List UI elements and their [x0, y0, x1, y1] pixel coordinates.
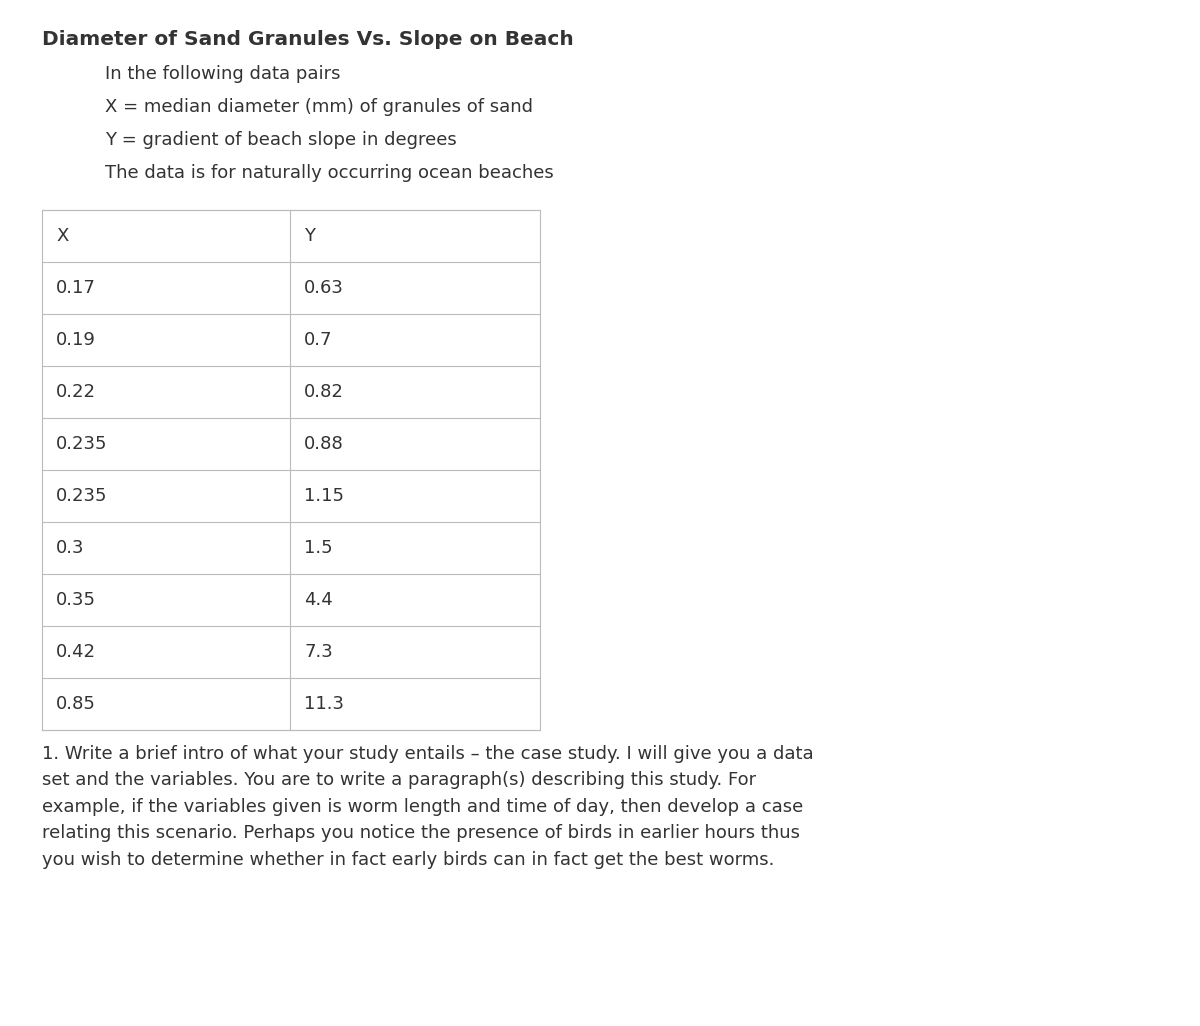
Text: In the following data pairs: In the following data pairs: [106, 65, 341, 83]
Text: 7.3: 7.3: [304, 643, 332, 661]
Text: 1. Write a brief intro of what your study entails – the case study. I will give : 1. Write a brief intro of what your stud…: [42, 745, 814, 869]
Text: Y = gradient of beach slope in degrees: Y = gradient of beach slope in degrees: [106, 131, 457, 149]
Text: X = median diameter (mm) of granules of sand: X = median diameter (mm) of granules of …: [106, 98, 533, 116]
Text: 11.3: 11.3: [304, 695, 344, 713]
Text: 0.235: 0.235: [56, 435, 108, 453]
Text: 1.15: 1.15: [304, 487, 344, 505]
Text: 0.3: 0.3: [56, 539, 84, 557]
Text: 0.19: 0.19: [56, 331, 96, 349]
Text: 1.5: 1.5: [304, 539, 332, 557]
Text: 0.35: 0.35: [56, 591, 96, 609]
Text: The data is for naturally occurring ocean beaches: The data is for naturally occurring ocea…: [106, 164, 553, 182]
Text: 0.42: 0.42: [56, 643, 96, 661]
Text: 0.63: 0.63: [304, 279, 344, 297]
Text: 4.4: 4.4: [304, 591, 332, 609]
Text: Y: Y: [304, 227, 314, 245]
Text: Diameter of Sand Granules Vs. Slope on Beach: Diameter of Sand Granules Vs. Slope on B…: [42, 30, 574, 49]
Text: 0.88: 0.88: [304, 435, 343, 453]
Bar: [42, 210, 540, 731]
Text: 0.22: 0.22: [56, 383, 96, 401]
Text: 0.17: 0.17: [56, 279, 96, 297]
Text: 0.7: 0.7: [304, 331, 332, 349]
Text: 0.85: 0.85: [56, 695, 96, 713]
Text: 0.82: 0.82: [304, 383, 344, 401]
Text: 0.235: 0.235: [56, 487, 108, 505]
Text: X: X: [56, 227, 68, 245]
